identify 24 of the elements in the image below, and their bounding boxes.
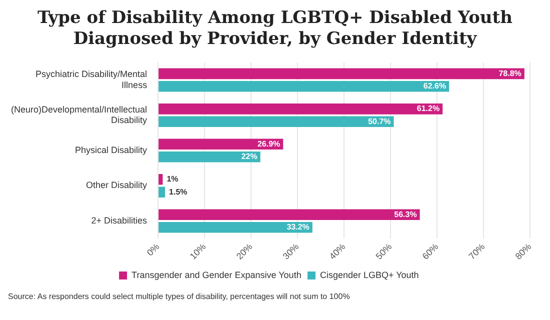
data-label: 56.3%	[394, 210, 417, 219]
x-tick-label: 0%	[144, 242, 162, 258]
x-tick-label: 70%	[466, 242, 487, 262]
y-tick-label: (Neuro)Developmental/Intellectual Disability	[10, 104, 148, 126]
y-tick-label: Other Disability	[86, 180, 148, 190]
data-label: 26.9%	[257, 139, 280, 148]
data-label: 78.8%	[498, 68, 522, 78]
data-label: 62.6%	[423, 82, 446, 91]
y-tick-label: Physical Disability	[75, 144, 148, 155]
x-tick-label: 40%	[327, 242, 348, 262]
data-label: 50.7%	[368, 116, 391, 126]
chart-title: Type of Disability Among LGBTQ+ Disabled Youth Diagnosed by Provider, by Gender Identity	[36, 8, 514, 50]
data-label: 33.2%	[286, 222, 310, 232]
y-tick-label: 2+ Disabilities	[91, 215, 148, 226]
data-label: 61.2%	[416, 104, 440, 114]
data-label: 22%	[241, 152, 258, 162]
legend-label: Transgender and Gender Expansive Youth	[132, 270, 302, 280]
legend-label: Cisgender LGBQ+ Youth	[320, 270, 419, 280]
x-tick-label: 60%	[420, 242, 440, 262]
x-tick-label: 80%	[513, 242, 534, 262]
y-tick-label: Psychiatric Disability/Mental Illness	[36, 69, 148, 90]
data-label: 1.5%	[169, 187, 188, 196]
source-note: Source: As responders could select multiple types of disability, percentages will not sum to 100%	[8, 292, 351, 301]
data-label: 1%	[166, 174, 178, 184]
